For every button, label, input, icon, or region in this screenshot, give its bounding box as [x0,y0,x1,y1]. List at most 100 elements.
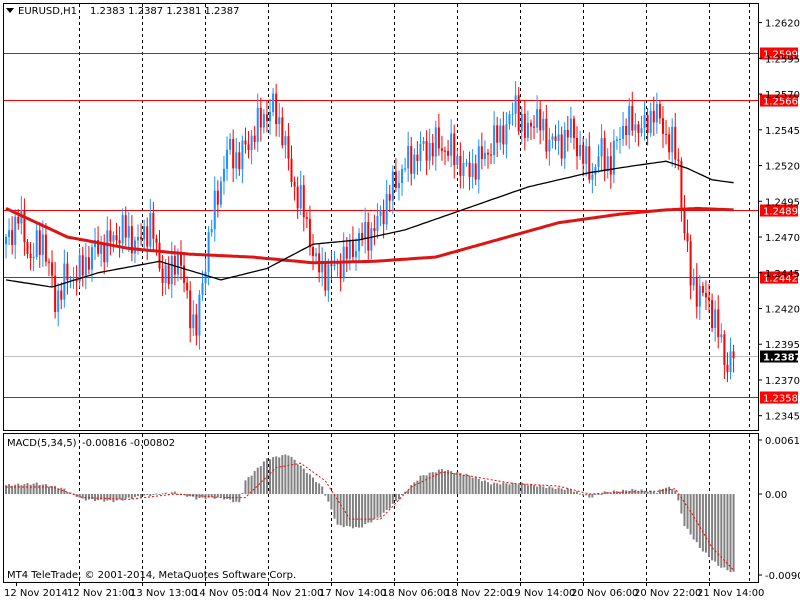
candle-body [453,133,456,166]
macd-histogram-bar [370,494,373,523]
candle-body [226,149,229,169]
candle-body [539,109,542,131]
candle-body [729,351,732,372]
macd-histogram-bar [554,488,557,494]
candle-body [358,232,361,252]
level-tag [760,271,798,284]
macd-histogram-bar [133,494,136,498]
candle-body [262,114,265,128]
macd-histogram-bar [348,494,351,527]
candle-body [256,107,259,142]
macd-histogram-bar [720,494,723,568]
macd-histogram-bar [109,494,112,501]
symbol-label: EURUSD,H1 [18,6,77,17]
candle-body [444,150,447,152]
candle-body [477,146,480,180]
candle-body [619,138,621,140]
candle-body [29,253,32,259]
candle-body [502,125,505,145]
candle-body [437,127,440,149]
candle-body [339,263,342,279]
macd-histogram-bar [327,494,330,502]
macd-histogram-bar [539,485,542,494]
macd-signal-line [6,462,734,571]
candle-body [60,290,63,300]
candle-body [284,136,287,146]
macd-histogram-bar [272,457,275,494]
macd-histogram-bar [137,494,140,497]
candle-body [496,125,499,143]
candle-body [483,152,486,160]
macd-histogram-bar [259,466,262,494]
candle-body [327,264,330,291]
macd-histogram-bar [459,473,462,494]
candle-body [526,122,529,138]
macd-histogram-bar [94,494,97,502]
macd-histogram-bar [364,494,367,525]
macd-histogram-bar [173,491,176,494]
level-tag [760,391,798,404]
candle-body [723,334,726,365]
candle-body [232,138,235,169]
candle-body [265,114,268,122]
candle-body [456,155,459,166]
candle-body [572,118,575,138]
candle-body [5,237,7,245]
macd-histogram-bar [44,484,47,494]
candle-body [410,145,413,174]
candle-body [465,162,468,164]
candle-body [704,292,707,298]
candle-body [140,236,143,240]
candle-body [450,133,453,156]
macd-histogram-bar [32,483,35,494]
candle-body [121,215,124,244]
candle-body [143,226,146,240]
candle-body [508,114,511,125]
candle-body [520,113,523,132]
macd-histogram-bar [502,482,505,494]
candle-body [701,286,704,293]
level-tag-label: 1.2358 [763,394,798,405]
macd-histogram-bar [453,473,456,494]
candle-body [302,185,305,218]
menu-triangle-icon[interactable] [6,8,14,13]
macd-histogram-bar [576,491,579,494]
candle-body [195,314,198,336]
macd-histogram-bar [247,477,250,494]
macd-histogram-bar [275,456,278,494]
macd-histogram-bar [305,473,308,494]
candle-body [440,148,443,151]
macd-histogram-bar [563,489,566,494]
candle-body [646,115,649,133]
macd-histogram-bar [57,488,60,494]
candle-body [293,182,296,187]
candle-body [490,154,493,156]
candle-body [69,279,72,281]
candle-body [106,230,109,263]
candle-body [668,134,671,153]
x-tick-label: 14 Nov 21:00 [256,588,323,599]
candle-body [269,111,272,122]
candle-body [404,168,407,170]
candle-body [401,168,404,184]
candle-body [625,125,628,136]
macd-histogram-bar [170,492,173,494]
macd-histogram-bar [330,494,333,510]
candle-body [493,125,496,156]
macd-histogram-bar [413,482,416,494]
y-tick-label: 1.2545 [765,126,800,137]
macd-histogram-bar [112,494,115,503]
macd-histogram-bar [652,492,655,494]
candle-body [609,156,612,175]
candle-body [367,222,370,251]
candle-body [628,105,631,136]
macd-histogram-bar [385,494,388,511]
macd-histogram-bar [560,488,563,494]
candle-body [591,174,594,180]
macd-histogram-bar [226,494,229,499]
candle-body [179,252,182,266]
macd-histogram-bar [723,494,726,568]
candle-body [695,277,698,307]
macd-histogram-bar [410,485,413,494]
y-tick-label: 1.2395 [765,340,800,351]
